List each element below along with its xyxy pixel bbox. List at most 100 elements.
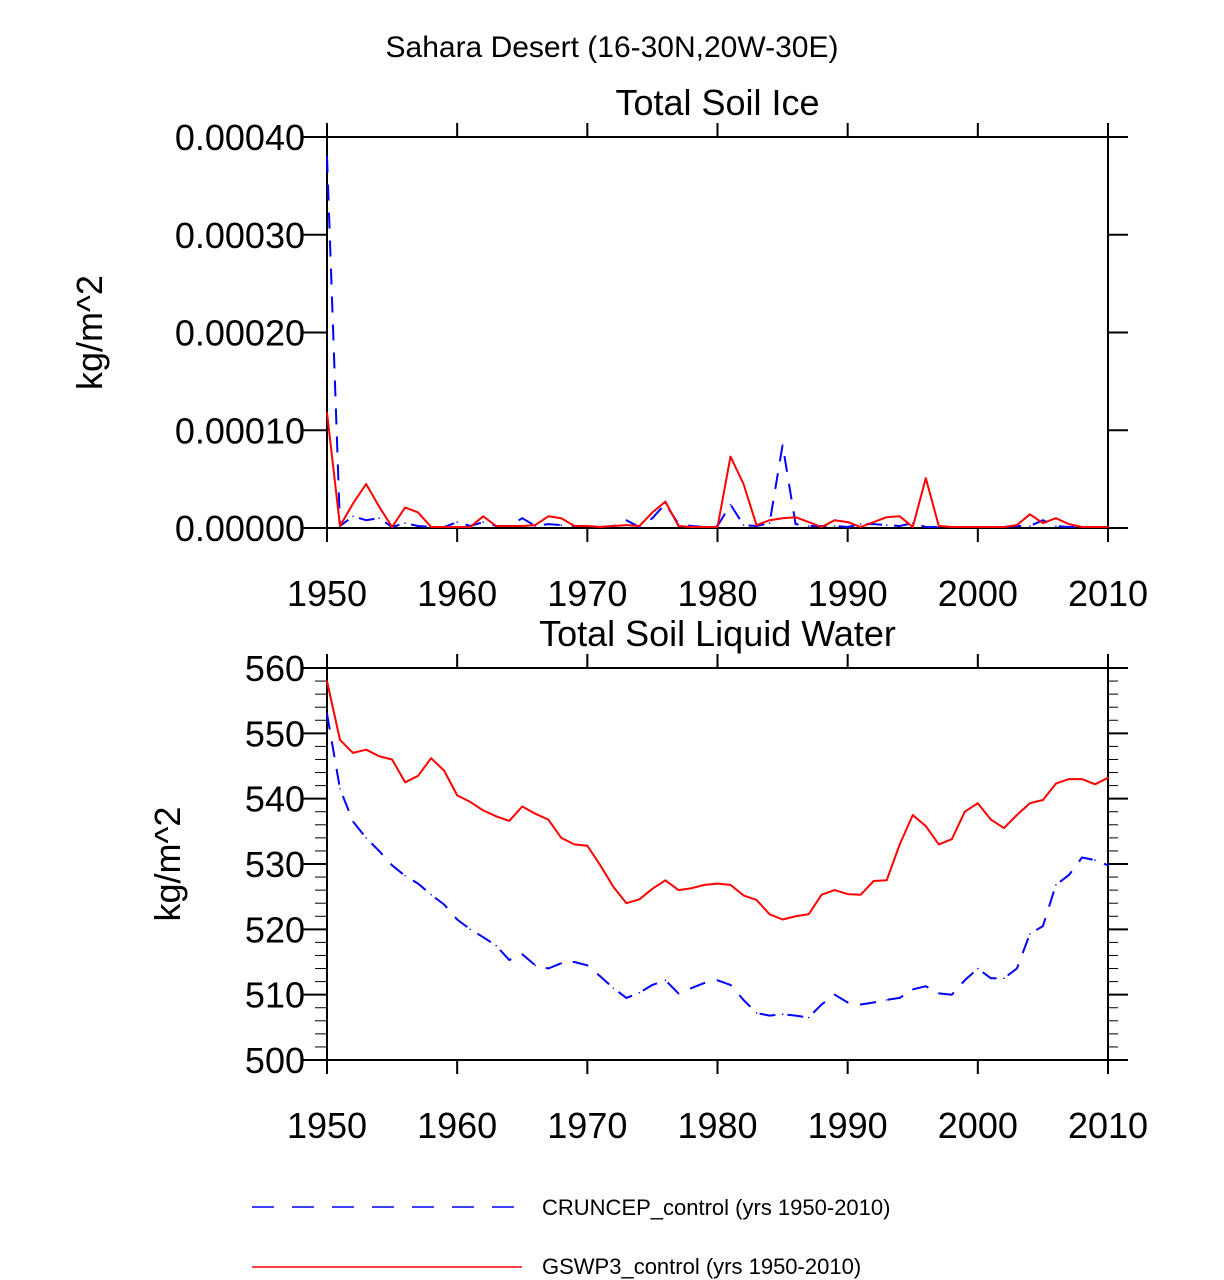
data-point-cruncep-control (651, 984, 654, 986)
data-point-cruncep-control (768, 1014, 771, 1017)
data-point-cruncep-control (586, 964, 589, 967)
data-point-gswp3-control (521, 525, 524, 527)
data-point-gswp3-control (755, 899, 758, 901)
data-point-gswp3-control (560, 517, 563, 520)
data-point-cruncep-control (755, 1012, 758, 1014)
data-point-cruncep-control (1016, 967, 1018, 970)
data-point-gswp3-control (625, 524, 628, 526)
data-point-gswp3-control (599, 526, 602, 528)
data-point-cruncep-control (482, 936, 485, 938)
data-point-cruncep-control (1068, 874, 1070, 876)
data-point-gswp3-control (872, 521, 875, 523)
x-tick-label: 1990 (808, 1105, 888, 1146)
data-point-gswp3-control (352, 502, 354, 505)
data-point-cruncep-control (781, 1013, 784, 1016)
x-tick-label: 1990 (808, 573, 888, 614)
panel-title: Total Soil Liquid Water (539, 613, 896, 654)
data-point-gswp3-control (937, 843, 940, 846)
data-point-cruncep-control (911, 988, 914, 991)
x-tick-label: 1950 (287, 573, 367, 614)
data-point-gswp3-control (964, 810, 966, 813)
data-point-gswp3-control (651, 888, 654, 890)
data-point-cruncep-control (885, 999, 888, 1001)
data-point-cruncep-control (651, 517, 654, 520)
data-point-cruncep-control (1042, 925, 1044, 927)
data-point-cruncep-control (859, 1003, 862, 1006)
data-point-cruncep-control (898, 997, 901, 999)
data-point-cruncep-control (521, 953, 524, 955)
data-point-cruncep-control (703, 982, 706, 984)
data-point-cruncep-control (1003, 977, 1005, 980)
data-point-gswp3-control (716, 526, 719, 528)
data-point-gswp3-control (768, 913, 771, 916)
data-point-cruncep-control (326, 712, 328, 715)
data-point-cruncep-control (1068, 526, 1070, 528)
data-point-cruncep-control (469, 928, 471, 931)
data-point-gswp3-control (651, 511, 654, 514)
data-point-cruncep-control (482, 521, 485, 523)
data-point-gswp3-control (378, 505, 380, 508)
data-point-gswp3-control (833, 519, 836, 521)
data-point-gswp3-control (430, 757, 432, 759)
data-point-gswp3-control (1016, 814, 1018, 816)
data-point-gswp3-control (794, 516, 797, 519)
data-point-cruncep-control (339, 788, 341, 790)
data-point-gswp3-control (1068, 523, 1070, 525)
y-tick-label: 0.00040 (175, 117, 305, 158)
data-point-gswp3-control (521, 805, 524, 808)
data-point-gswp3-control (378, 755, 380, 757)
data-point-gswp3-control (1003, 526, 1005, 528)
data-point-gswp3-control (365, 748, 367, 751)
panel-title: Total Soil Ice (615, 82, 819, 123)
y-tick-label: 0.00010 (175, 410, 305, 451)
data-point-cruncep-control (365, 519, 367, 521)
data-point-gswp3-control (352, 752, 354, 754)
data-point-gswp3-control (729, 884, 732, 886)
data-point-cruncep-control (1042, 519, 1044, 521)
data-point-gswp3-control (781, 517, 784, 520)
data-point-gswp3-control (951, 526, 953, 528)
x-tick-label: 1970 (547, 1105, 627, 1146)
data-point-gswp3-control (859, 893, 862, 896)
data-point-cruncep-control (885, 524, 888, 526)
data-point-cruncep-control (352, 515, 354, 518)
data-point-cruncep-control (729, 984, 732, 986)
data-point-cruncep-control (352, 820, 354, 823)
data-point-gswp3-control (430, 526, 432, 528)
data-point-cruncep-control (417, 882, 419, 885)
data-point-cruncep-control (326, 155, 328, 158)
data-point-gswp3-control (807, 913, 810, 916)
y-tick-label: 520 (245, 909, 305, 950)
data-point-cruncep-control (677, 992, 680, 995)
data-point-gswp3-control (1068, 778, 1070, 780)
data-point-gswp3-control (977, 526, 979, 528)
data-point-gswp3-control (625, 902, 628, 904)
data-point-gswp3-control (573, 525, 576, 527)
data-point-gswp3-control (638, 525, 641, 527)
data-point-gswp3-control (924, 477, 927, 479)
data-point-gswp3-control (638, 898, 641, 901)
x-tick-label: 1960 (417, 1105, 497, 1146)
data-point-gswp3-control (612, 525, 615, 527)
data-point-cruncep-control (430, 893, 432, 896)
data-point-cruncep-control (417, 525, 419, 527)
data-point-gswp3-control (703, 526, 706, 528)
data-point-gswp3-control (859, 526, 862, 528)
data-point-cruncep-control (1081, 856, 1083, 859)
data-point-gswp3-control (677, 525, 680, 527)
data-point-gswp3-control (547, 818, 550, 821)
data-point-gswp3-control (508, 820, 511, 822)
data-point-gswp3-control (1055, 782, 1057, 785)
legend-label-cruncep: CRUNCEP_control (yrs 1950-2010) (542, 1195, 890, 1220)
data-point-gswp3-control (1081, 526, 1083, 528)
data-point-gswp3-control (469, 801, 471, 803)
data-point-cruncep-control (521, 517, 524, 520)
data-point-gswp3-control (703, 884, 706, 886)
data-point-gswp3-control (560, 837, 563, 839)
data-point-gswp3-control (339, 739, 341, 741)
data-point-gswp3-control (951, 838, 953, 840)
y-tick-label: 0.00000 (175, 508, 305, 549)
data-point-gswp3-control (742, 894, 745, 897)
data-point-cruncep-control (625, 997, 628, 999)
